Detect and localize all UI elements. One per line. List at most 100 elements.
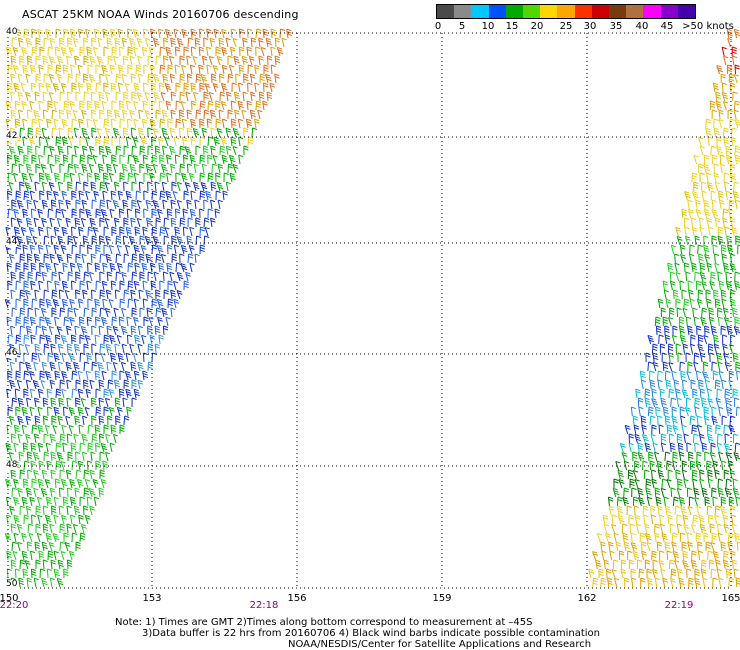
wind-barb [179, 217, 186, 228]
wind-barb [187, 217, 193, 228]
wind-barb [644, 388, 651, 399]
wind-barb [119, 226, 125, 237]
wind-barb [693, 181, 699, 192]
wind-barb [176, 181, 183, 192]
wind-barb [249, 109, 256, 120]
wind-barb [37, 28, 43, 39]
wind-barb [688, 451, 694, 462]
wind-barb [723, 262, 730, 273]
wind-barb [49, 253, 56, 264]
wind-barb [139, 163, 145, 174]
wind-barb [15, 406, 21, 417]
wind-barb [49, 379, 56, 390]
wind-barb [199, 172, 205, 183]
wind-barb [711, 235, 717, 246]
wind-barb [676, 397, 682, 408]
wind-barb [79, 46, 85, 57]
wind-barb [23, 316, 29, 327]
wind-barb [137, 379, 144, 390]
wind-barb [47, 64, 53, 75]
wind-barb [689, 298, 695, 309]
wind-barb [41, 469, 48, 480]
wind-barb [719, 154, 725, 165]
wind-barb [718, 577, 724, 588]
wind-barb [720, 289, 727, 300]
wind-barb [77, 388, 84, 399]
wind-barb [215, 100, 221, 111]
wind-barb [86, 244, 93, 255]
wind-barb [111, 226, 117, 237]
wind-barb [25, 487, 32, 498]
wind-barb [166, 208, 173, 219]
wind-barb [79, 208, 85, 219]
wind-barb [237, 82, 244, 93]
wind-barb [92, 226, 99, 237]
wind-barb [83, 487, 90, 498]
wind-barb [23, 352, 29, 363]
wind-barb [30, 460, 36, 471]
wind-barb [714, 262, 720, 273]
wind-barb [15, 262, 21, 273]
wind-barb [42, 55, 49, 66]
wind-barb [678, 451, 685, 462]
wind-barb [13, 478, 19, 489]
wind-barb [51, 505, 57, 516]
wind-barb [38, 118, 44, 129]
wind-barb [654, 577, 660, 588]
wind-barb [19, 253, 25, 264]
wind-barb [643, 469, 650, 480]
wind-barb [729, 118, 735, 129]
wind-barb [91, 37, 97, 48]
wind-barb [100, 442, 108, 453]
wind-barb [38, 100, 44, 111]
wind-barb [649, 379, 656, 390]
wind-barb [623, 460, 629, 471]
wind-barb [111, 316, 118, 327]
wind-barb [27, 523, 34, 534]
wind-barb [17, 433, 23, 444]
wind-barb [628, 514, 634, 525]
wind-barb [242, 91, 248, 102]
wind-barb [169, 271, 175, 282]
wind-barb [26, 325, 33, 336]
wind-barb [703, 532, 709, 543]
wind-barb [708, 514, 714, 525]
wind-barb [134, 226, 141, 237]
wind-barb [722, 217, 728, 228]
wind-barb [697, 163, 704, 174]
wind-barb [247, 136, 254, 147]
wind-barb [95, 388, 101, 399]
wind-barb [160, 253, 167, 264]
wind-barb [723, 352, 729, 363]
wind-barb [674, 559, 680, 570]
wind-barb [686, 370, 692, 381]
wind-barb [731, 226, 738, 237]
wind-barb [162, 73, 169, 84]
wind-barb [54, 280, 60, 291]
wind-barb [733, 397, 740, 408]
wind-barb [155, 253, 162, 264]
wind-barb [718, 370, 724, 381]
wind-barb [65, 325, 72, 336]
wind-barb [81, 163, 88, 174]
wind-barb [676, 523, 683, 534]
wind-barb [119, 118, 125, 129]
wind-barb [61, 190, 68, 201]
wind-barb [98, 397, 104, 408]
wind-barb [721, 46, 727, 57]
wind-barb [699, 262, 706, 273]
wind-barb [111, 136, 117, 147]
wind-barb [110, 118, 117, 129]
wind-barb [206, 64, 212, 75]
wind-barb [192, 56, 198, 66]
wind-barb [725, 568, 732, 579]
wind-barb [101, 280, 108, 291]
wind-barb [117, 190, 124, 201]
wind-barb [78, 424, 84, 435]
wind-barb [189, 226, 195, 237]
wind-barb [127, 262, 134, 273]
wind-barb [180, 263, 188, 273]
wind-barb [104, 181, 110, 192]
wind-barb [90, 91, 96, 102]
wind-barb [171, 181, 177, 192]
